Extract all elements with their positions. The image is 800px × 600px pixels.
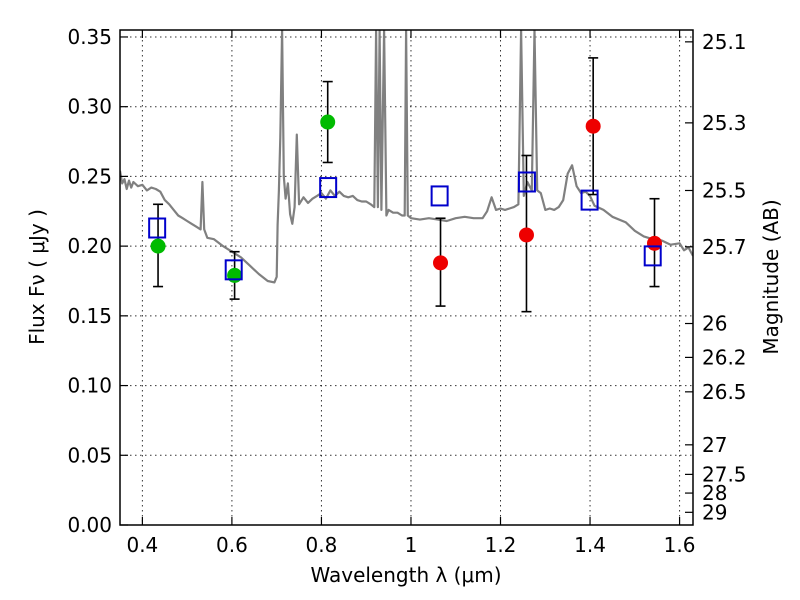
blue-square-marker [580,189,599,211]
x-tick-label: 1.2 [485,533,517,557]
right-y-tick-label: 26 [702,312,727,336]
right-y-tick-label: 27.5 [702,462,747,486]
x-tick-label: 1.6 [664,533,696,557]
right-y-tick-label: 26.5 [702,380,747,404]
y-tick-label: 0.00 [67,513,112,537]
x-tick-label: 0.4 [126,533,158,557]
red-circle-marker [585,118,601,134]
y-tick-label: 0.30 [67,95,112,119]
blue-square-marker [319,177,338,199]
red-circle-marker [518,227,534,243]
y-tick-label: 0.10 [67,374,112,398]
red-circle-marker [433,255,449,271]
spectrum [120,30,693,284]
right-y-tick-label: 26.2 [702,345,747,369]
y-tick-label: 0.20 [67,234,112,258]
green-circle-marker [150,238,166,254]
y-tick-label: 0.05 [67,443,112,467]
right-y-tick-label: 25.5 [702,178,747,202]
x-tick-label: 1.4 [574,533,606,557]
green-circle-marker [227,267,243,283]
y-tick-label: 0.25 [67,164,112,188]
blue-square-marker [224,259,243,281]
y-tick-label: 0.15 [67,304,112,328]
y-axis-title: Flux Fν ( μJy ) [25,209,49,345]
data-markers [148,114,663,283]
right-y-tick-label: 29 [702,500,727,524]
error-bars [153,57,660,313]
blue-square-marker [643,245,662,267]
right-y-tick-label: 25.1 [702,30,747,54]
green-circle-marker [320,114,336,130]
blue-square-marker [148,217,167,239]
right-y-tick-label: 25.3 [702,111,747,135]
plot-frame [119,29,694,526]
tick-labels: 0.4 0.6 0.8 1 1.2 1.4 1.6 0.00 0.05 0.10 0.15 0.20 0… [67,25,746,557]
x-tick-label: 0.8 [306,533,338,557]
axes [119,29,694,526]
right-y-axis-title: Magnitude (AB) [759,199,783,354]
blue-square-marker [517,171,536,193]
x-tick-label: 0.6 [216,533,248,557]
right-y-tick-label: 27 [702,433,727,457]
x-axis-title: Wavelength λ (μm) [310,563,501,587]
y-tick-label: 0.35 [67,25,112,49]
right-y-tick-label: 25.7 [702,235,747,259]
blue-square-marker [430,185,449,207]
spectrum-line [120,30,693,284]
right-y-tick-label: 28 [702,481,727,505]
x-tick-label: 1 [405,533,418,557]
